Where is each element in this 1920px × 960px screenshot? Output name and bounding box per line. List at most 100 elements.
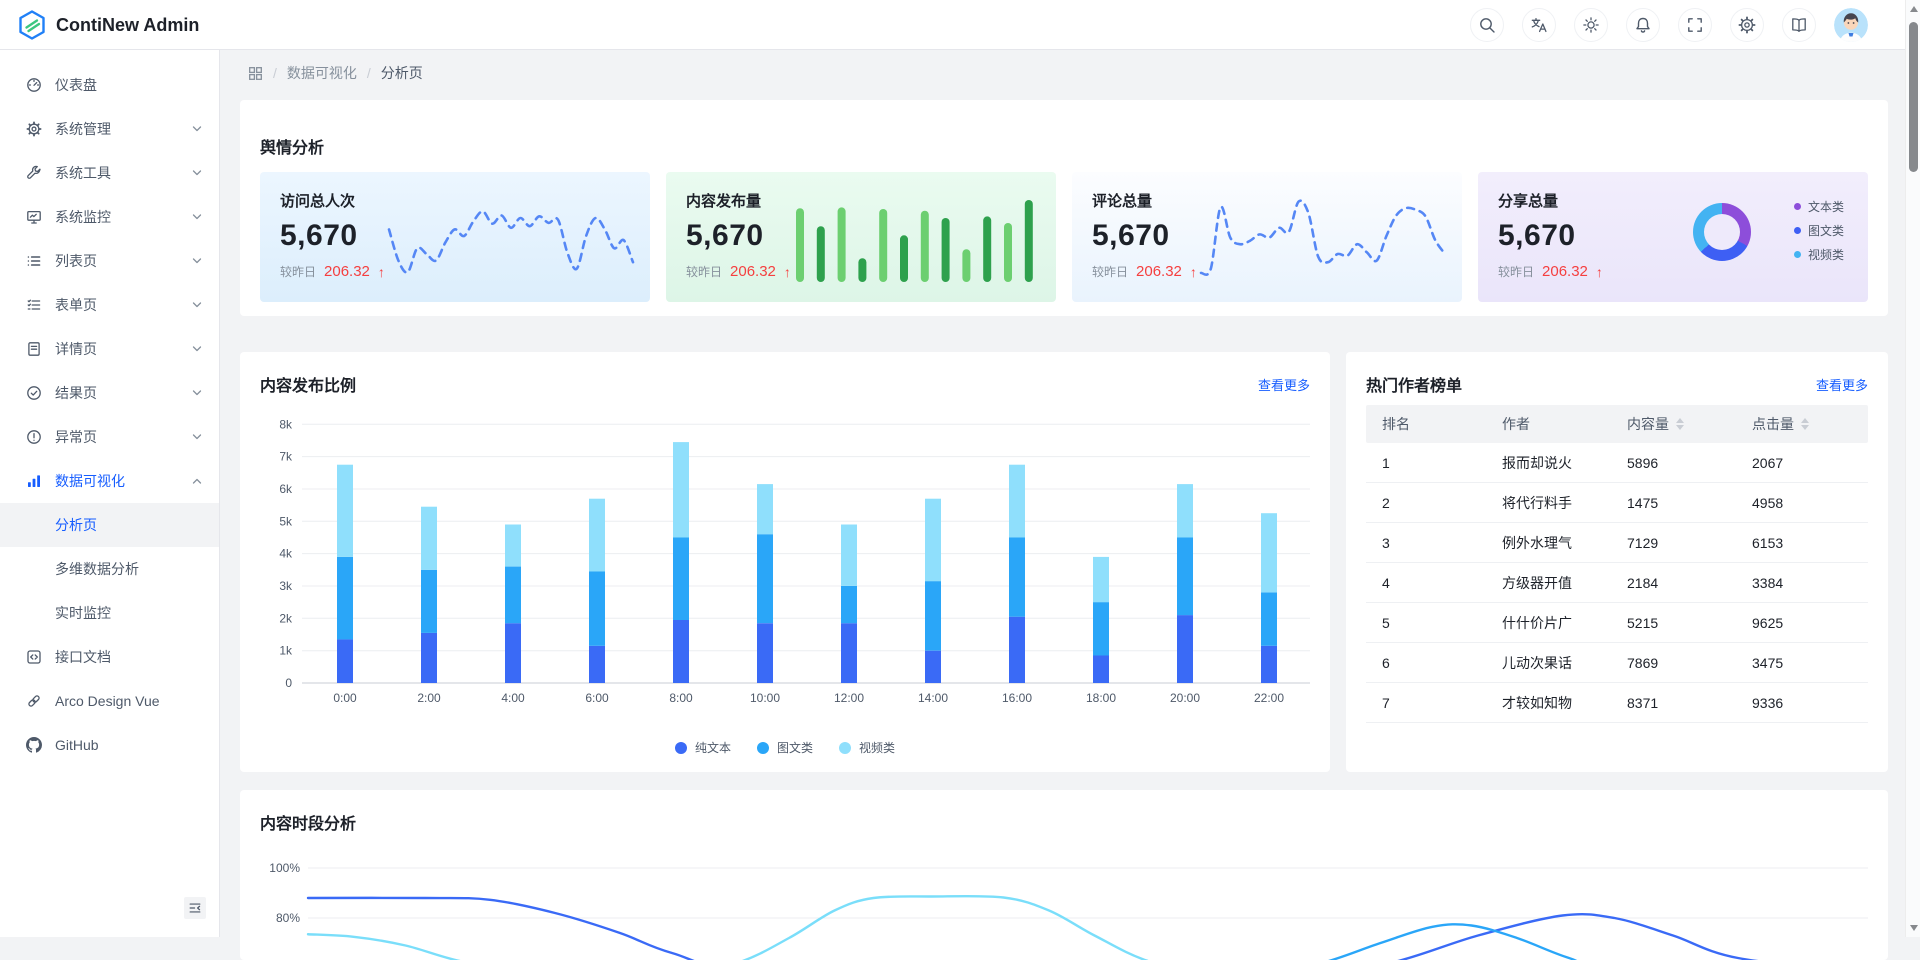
table-cell: 什什价片广 [1486, 613, 1611, 633]
up-arrow-icon: ↑ [1190, 264, 1197, 280]
up-arrow-icon: ↑ [378, 264, 385, 280]
sidebar-item-label: 系统工具 [55, 163, 111, 183]
sidebar-item-result-page[interactable]: 结果页 [0, 371, 219, 415]
column-label: 内容量 [1627, 414, 1669, 434]
sidebar-subitem-realtime-monitor[interactable]: 实时监控 [0, 591, 219, 635]
table-cell: 将代行料手 [1486, 493, 1611, 513]
svg-text:0:00: 0:00 [333, 691, 357, 705]
chevron-down-icon [191, 299, 203, 311]
app-title: ContiNew Admin [56, 15, 199, 36]
authors-more-link[interactable]: 查看更多 [1816, 375, 1868, 394]
donut-legend-item[interactable]: 视频类 [1794, 246, 1844, 263]
scrollbar-up-arrow[interactable] [1910, 6, 1918, 12]
legend-label: 图文类 [777, 739, 813, 756]
sidebar-subitem-label: 分析页 [55, 515, 97, 535]
column-header-2: 作者 [1486, 414, 1611, 434]
sidebar-subitem-multi-dimension-analysis[interactable]: 多维数据分析 [0, 547, 219, 591]
breadcrumb-separator: / [367, 65, 371, 81]
sidebar-item-system-management[interactable]: 系统管理 [0, 107, 219, 151]
svg-text:20:00: 20:00 [1170, 691, 1200, 705]
donut-legend-item[interactable]: 图文类 [1794, 222, 1844, 239]
legend-dot [1794, 203, 1801, 210]
header-actions [1470, 8, 1868, 42]
compare-label: 较昨日 [1092, 263, 1128, 280]
svg-text:4k: 4k [279, 547, 293, 561]
sidebar-item-label: 异常页 [55, 427, 97, 447]
comments-sparkline [1198, 190, 1448, 282]
section-title: 舆情分析 [260, 134, 324, 158]
table-cell: 才较如知物 [1486, 693, 1611, 713]
search-icon[interactable] [1470, 8, 1504, 42]
breadcrumb-section[interactable]: 数据可视化 [287, 63, 357, 83]
notification-icon[interactable] [1626, 8, 1660, 42]
sidebar-subitem-label: 实时监控 [55, 603, 111, 623]
sidebar-item-label: Arco Design Vue [55, 693, 160, 709]
stat-card-total-shares: 分享总量 5,670 较昨日 206.32 ↑ 文本类图文类视频类 [1478, 172, 1868, 302]
table-cell: 2184 [1611, 575, 1736, 591]
translate-icon[interactable] [1522, 8, 1556, 42]
sidebar-item-label: 系统监控 [55, 207, 111, 227]
github-icon [26, 737, 42, 753]
docs-icon[interactable] [1782, 8, 1816, 42]
chart-legend-item[interactable]: 视频类 [839, 739, 895, 756]
svg-text:5k: 5k [279, 514, 293, 528]
scrollbar-thumb[interactable] [1909, 22, 1918, 172]
sidebar-item-detail-page[interactable]: 详情页 [0, 327, 219, 371]
sidebar-item-dashboard[interactable]: 仪表盘 [0, 63, 219, 107]
chevron-down-icon [191, 211, 203, 223]
sidebar-item-form-page[interactable]: 表单页 [0, 283, 219, 327]
column-header-4[interactable]: 点击量 [1736, 414, 1868, 434]
sidebar-subitem-analysis-page[interactable]: 分析页 [0, 503, 219, 547]
fullscreen-icon[interactable] [1678, 8, 1712, 42]
breadcrumb-separator: / [273, 65, 277, 81]
publish-more-link[interactable]: 查看更多 [1258, 375, 1310, 394]
svg-text:2:00: 2:00 [417, 691, 441, 705]
settings-icon[interactable] [1730, 8, 1764, 42]
sidebar-item-system-monitor[interactable]: 系统监控 [0, 195, 219, 239]
column-label: 点击量 [1752, 414, 1794, 434]
table-cell: 5896 [1611, 455, 1736, 471]
table-cell: 方级器开值 [1486, 573, 1611, 593]
user-avatar[interactable] [1834, 8, 1868, 42]
sidebar: 仪表盘系统管理系统工具系统监控列表页表单页详情页结果页异常页数据可视化分析页多维… [0, 50, 220, 937]
sort-caret-icon[interactable] [1676, 418, 1684, 430]
chart-legend-item[interactable]: 纯文本 [675, 739, 731, 756]
table-cell: 5 [1366, 615, 1486, 631]
svg-text:6k: 6k [279, 482, 293, 496]
theme-icon[interactable] [1574, 8, 1608, 42]
sidebar-item-system-tools[interactable]: 系统工具 [0, 151, 219, 195]
svg-text:100%: 100% [269, 861, 300, 875]
gear-icon [26, 121, 42, 137]
table-cell: 7869 [1611, 655, 1736, 671]
sidebar-item-label: 列表页 [55, 251, 97, 271]
sidebar-item-exception-page[interactable]: 异常页 [0, 415, 219, 459]
sidebar-item-data-visualization[interactable]: 数据可视化 [0, 459, 219, 503]
code-square-icon [26, 649, 42, 665]
sidebar-item-arco-design-vue[interactable]: Arco Design Vue [0, 679, 219, 723]
vertical-scrollbar[interactable] [1905, 0, 1920, 937]
svg-text:7k: 7k [279, 450, 293, 464]
sidebar-item-github[interactable]: GitHub [0, 723, 219, 767]
sort-caret-icon[interactable] [1801, 418, 1809, 430]
sidebar-collapse-button[interactable] [184, 897, 206, 919]
svg-text:8:00: 8:00 [669, 691, 693, 705]
sidebar-item-list-page[interactable]: 列表页 [0, 239, 219, 283]
sidebar-item-api-docs[interactable]: 接口文档 [0, 635, 219, 679]
compare-label: 较昨日 [686, 263, 722, 280]
column-header-3[interactable]: 内容量 [1611, 414, 1736, 434]
apps-grid-icon[interactable] [248, 66, 263, 81]
scrollbar-down-arrow[interactable] [1910, 925, 1918, 931]
legend-label: 纯文本 [695, 739, 731, 756]
visits-sparkline [386, 190, 636, 282]
chevron-down-icon [191, 431, 203, 443]
table-cell: 2067 [1736, 455, 1868, 471]
sentiment-analysis-panel: 舆情分析 访问总人次 5,670 较昨日 206.32 ↑ 内容发布量 5,67… [240, 100, 1888, 316]
chart-legend-item[interactable]: 图文类 [757, 739, 813, 756]
app-logo-wrap[interactable]: ContiNew Admin [16, 9, 199, 41]
stat-card-content-published: 内容发布量 5,670 较昨日 206.32 ↑ [666, 172, 1056, 302]
donut-legend-item[interactable]: 文本类 [1794, 198, 1844, 215]
